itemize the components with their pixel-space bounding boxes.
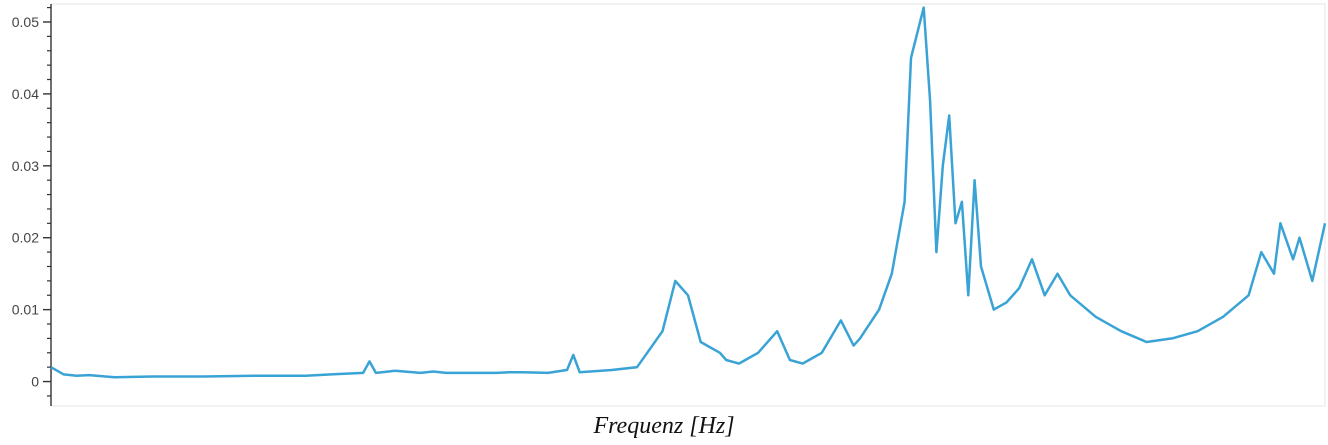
series-layer: [50, 6, 1327, 379]
x-axis-label: Frequenz [Hz]: [592, 413, 734, 439]
y-tick-label: 0.04: [12, 86, 39, 102]
y-tick-label: 0.01: [12, 302, 39, 318]
spectrum-line: [50, 6, 1327, 379]
y-tick-label: 0.03: [12, 158, 39, 174]
plot-area: [50, 3, 1326, 407]
y-axis: 0 0.01 0.02 0.03 0.04 0.05: [12, 4, 52, 406]
y-tick-label: 0: [31, 374, 39, 390]
y-tick-label: 0.02: [12, 230, 39, 246]
y-tick-label: 0.05: [12, 14, 39, 30]
